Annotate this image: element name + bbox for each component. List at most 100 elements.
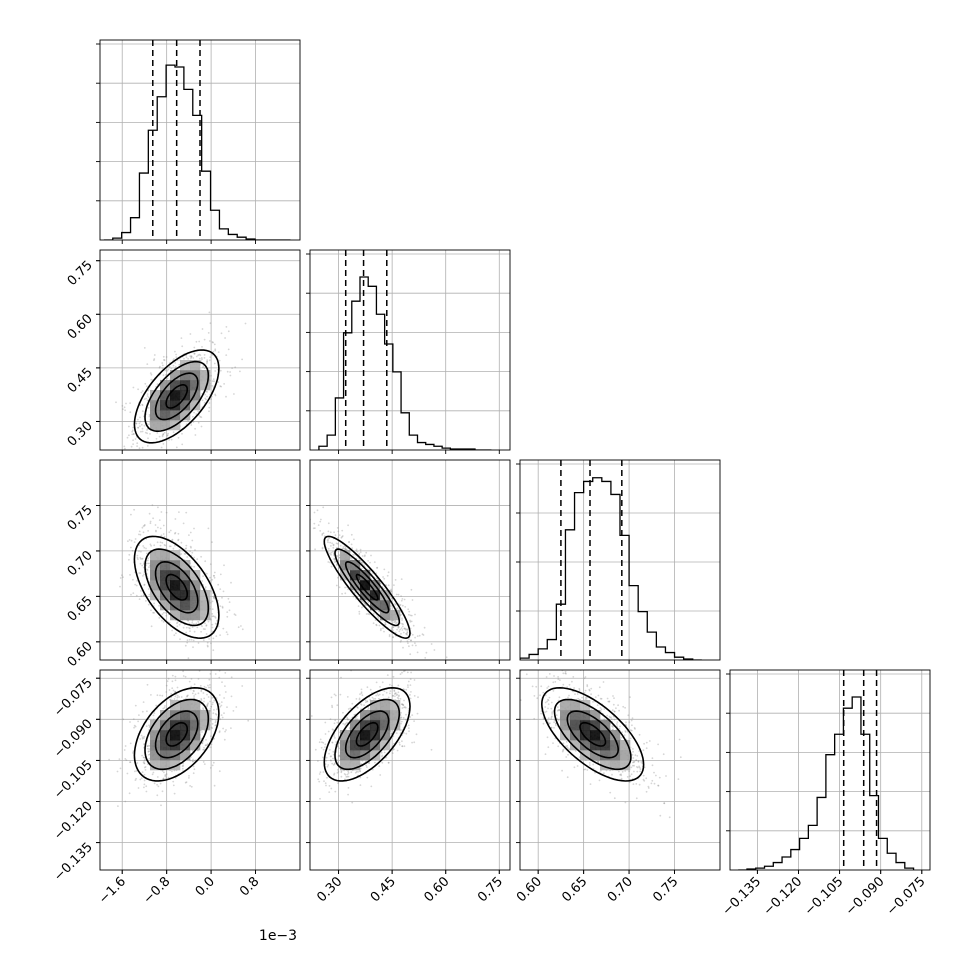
scatter-point bbox=[323, 780, 325, 783]
scatter-point bbox=[126, 436, 129, 439]
density-cell bbox=[190, 390, 201, 401]
scatter-point bbox=[406, 631, 409, 634]
scatter-point bbox=[423, 626, 426, 629]
scatter-point bbox=[163, 544, 166, 546]
scatter-point bbox=[376, 566, 379, 569]
scatter-point bbox=[157, 526, 159, 529]
scatter-point bbox=[219, 605, 222, 607]
scatter-point bbox=[117, 805, 119, 807]
scatter-point bbox=[325, 756, 328, 759]
scatter-point bbox=[348, 541, 350, 543]
density-cell bbox=[380, 590, 391, 601]
scatter-point bbox=[202, 708, 205, 711]
scatter-point bbox=[424, 657, 427, 659]
scatter-point bbox=[381, 754, 384, 757]
scatter-point bbox=[611, 709, 614, 712]
scatter-point bbox=[383, 751, 386, 754]
scatter-point bbox=[178, 363, 181, 366]
scatter-point bbox=[395, 732, 398, 734]
density-cell bbox=[380, 730, 391, 741]
scatter-point bbox=[335, 741, 338, 743]
scatter-point bbox=[583, 768, 585, 771]
scatter-point bbox=[134, 438, 137, 440]
scatter-point bbox=[137, 787, 140, 789]
scatter-point bbox=[371, 768, 374, 771]
scatter-point bbox=[340, 536, 343, 539]
scatter-point bbox=[138, 422, 141, 425]
scatter-point bbox=[365, 701, 367, 704]
scatter-point bbox=[190, 355, 193, 358]
density-cell bbox=[160, 760, 171, 771]
scatter-point bbox=[398, 694, 400, 697]
scatter-point bbox=[633, 727, 636, 729]
scatter-point bbox=[390, 620, 393, 622]
scatter-point bbox=[133, 726, 136, 729]
scatter-point bbox=[171, 770, 173, 773]
scatter-point bbox=[188, 777, 190, 779]
scatter-point bbox=[141, 526, 144, 529]
density-cell bbox=[370, 700, 381, 711]
scatter-point bbox=[375, 577, 378, 580]
scatter-point bbox=[400, 639, 402, 642]
scatter-point bbox=[208, 402, 211, 404]
scatter-point bbox=[153, 359, 155, 362]
scatter-point bbox=[213, 709, 215, 711]
density-cell bbox=[200, 590, 211, 601]
scatter-point bbox=[192, 357, 195, 359]
density-cell bbox=[180, 590, 191, 601]
density-cell bbox=[350, 580, 361, 591]
scatter-point bbox=[194, 434, 197, 436]
scatter-point bbox=[176, 696, 179, 699]
scatter-point bbox=[214, 370, 217, 372]
scatter-point bbox=[552, 690, 555, 692]
scatter-point bbox=[331, 728, 334, 731]
scatter-point bbox=[314, 527, 316, 529]
scatter-point bbox=[200, 699, 203, 701]
scatter-point bbox=[403, 699, 405, 702]
scatter-point bbox=[346, 696, 349, 698]
scatter-point bbox=[331, 741, 334, 744]
scatter-point bbox=[145, 790, 148, 793]
scatter-point bbox=[180, 696, 183, 698]
scatter-point bbox=[147, 396, 150, 399]
scatter-point bbox=[330, 755, 332, 758]
scatter-point bbox=[533, 717, 536, 720]
scatter-point bbox=[404, 606, 407, 608]
scatter-point bbox=[212, 350, 215, 353]
density-cell bbox=[190, 570, 201, 581]
scatter-point bbox=[143, 743, 145, 745]
scatter-point bbox=[174, 362, 177, 364]
scatter-point bbox=[168, 531, 171, 534]
scatter-point bbox=[212, 637, 215, 640]
scatter-point bbox=[213, 576, 216, 579]
scatter-point bbox=[150, 694, 152, 696]
scatter-point bbox=[218, 731, 221, 734]
density-cell bbox=[370, 720, 381, 731]
density-cell bbox=[170, 600, 181, 611]
scatter-point bbox=[210, 601, 212, 604]
scatter-point bbox=[138, 533, 140, 536]
scatter-point bbox=[177, 436, 180, 439]
scatter-point bbox=[150, 544, 153, 547]
scatter-point bbox=[132, 439, 135, 442]
scatter-point bbox=[143, 735, 146, 738]
scatter-point bbox=[129, 761, 132, 763]
scatter-point bbox=[138, 447, 141, 450]
scatter-point bbox=[174, 679, 177, 682]
scatter-point bbox=[402, 717, 405, 719]
scatter-point bbox=[330, 565, 333, 568]
scatter-point bbox=[349, 707, 352, 710]
scatter-point bbox=[407, 680, 410, 683]
scatter-point bbox=[152, 718, 155, 721]
scatter-point bbox=[206, 703, 209, 706]
scatter-point bbox=[206, 704, 209, 707]
scatter-point bbox=[125, 759, 128, 761]
scatter-point bbox=[162, 355, 165, 358]
scatter-point bbox=[171, 680, 174, 683]
scatter-point bbox=[387, 696, 390, 699]
scatter-point bbox=[337, 536, 340, 539]
contour-level-2 bbox=[144, 360, 210, 432]
scatter-point bbox=[393, 748, 395, 751]
scatter-point bbox=[318, 741, 321, 744]
scatter-point bbox=[402, 732, 405, 734]
